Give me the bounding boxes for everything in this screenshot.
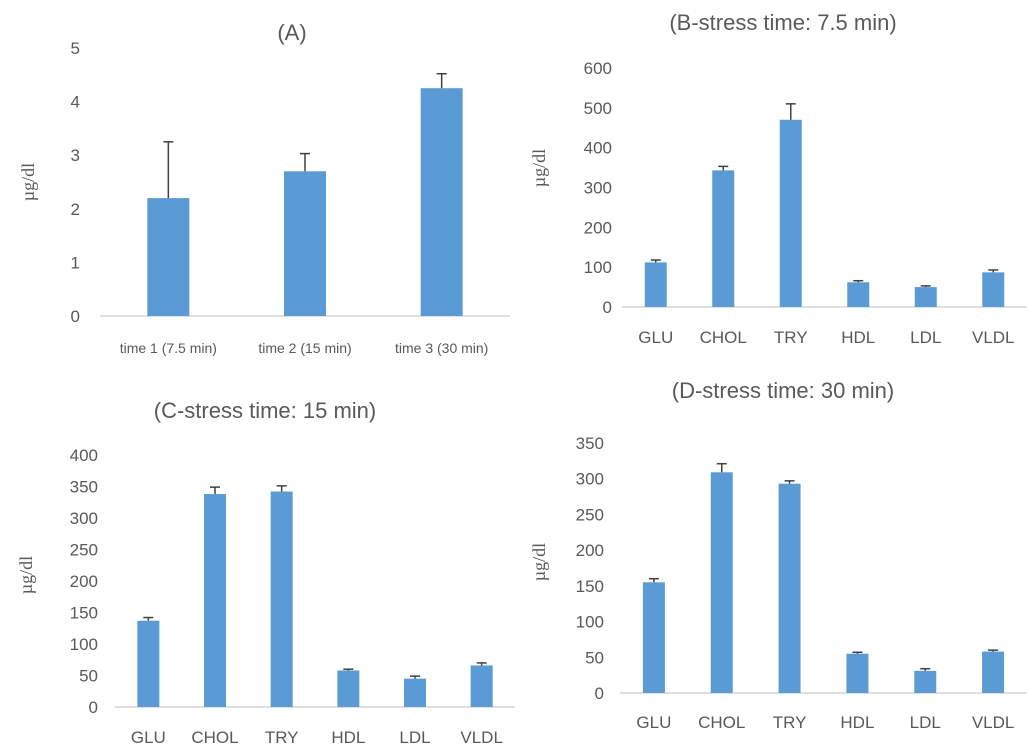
- category-label: GLU: [131, 728, 166, 747]
- y-tick-label: 150: [576, 577, 604, 596]
- y-tick-label: 400: [584, 139, 612, 158]
- category-label: VLDL: [460, 728, 503, 747]
- y-axis-label: µg/dl: [529, 149, 549, 187]
- bar: [779, 119, 802, 308]
- y-tick-label: 500: [584, 99, 612, 118]
- category-label: HDL: [331, 728, 365, 747]
- category-label: TRY: [774, 328, 808, 347]
- y-axis-label: µg/dl: [529, 543, 549, 581]
- y-tick-label: 300: [584, 179, 612, 198]
- y-tick-label: 600: [584, 59, 612, 78]
- bar: [470, 665, 493, 707]
- bar: [270, 491, 293, 707]
- category-label: LDL: [399, 728, 430, 747]
- category-label: time 1 (7.5 min): [120, 340, 217, 356]
- y-tick-label: 350: [576, 434, 604, 453]
- category-label: TRY: [773, 713, 807, 732]
- y-tick-label: 0: [603, 298, 612, 317]
- bar: [914, 670, 937, 693]
- y-tick-label: 350: [70, 478, 98, 497]
- y-tick-label: 4: [71, 93, 80, 112]
- y-tick-label: 200: [576, 541, 604, 560]
- y-tick-label: 5: [71, 39, 80, 58]
- bar: [712, 170, 735, 307]
- y-tick-label: 250: [70, 541, 98, 560]
- category-label: HDL: [841, 328, 875, 347]
- category-label: LDL: [910, 328, 941, 347]
- chart-title: (D-stress time: 30 min): [672, 378, 894, 403]
- y-tick-label: 150: [70, 604, 98, 623]
- category-label: VLDL: [972, 328, 1015, 347]
- category-label: GLU: [638, 328, 673, 347]
- bar: [847, 282, 870, 307]
- category-label: CHOL: [191, 728, 238, 747]
- y-axis-label: µg/dl: [18, 163, 38, 201]
- bar: [778, 483, 801, 693]
- category-label: time 3 (30 min): [395, 340, 488, 356]
- bar: [642, 582, 665, 693]
- category-label: GLU: [636, 713, 671, 732]
- bar: [710, 472, 733, 693]
- bar: [404, 678, 426, 707]
- category-label: time 2 (15 min): [258, 340, 351, 356]
- y-tick-label: 300: [70, 509, 98, 528]
- chart-title: (B-stress time: 7.5 min): [669, 10, 896, 35]
- category-label: VLDL: [972, 713, 1015, 732]
- bar: [846, 653, 869, 693]
- y-tick-label: 100: [584, 258, 612, 277]
- chart-b: (B-stress time: 7.5 min) µg/dl 0 100 200 300 4…: [529, 10, 1027, 347]
- bar: [147, 198, 190, 316]
- y-tick-label: 2: [71, 200, 80, 219]
- y-tick-label: 100: [576, 613, 604, 632]
- chart-a: (A) µg/dl 0 1 2 3 4 5 time 1 (7.5 min) time 2 (15…: [18, 20, 510, 356]
- y-tick-label: 100: [70, 635, 98, 654]
- y-tick-label: 0: [71, 307, 80, 326]
- y-tick-label: 400: [70, 446, 98, 465]
- chart-title: (C-stress time: 15 min): [154, 398, 376, 423]
- chart-c: (C-stress time: 15 min) µg/dl 0 50 100 150 200…: [16, 398, 515, 747]
- y-tick-label: 200: [584, 218, 612, 237]
- bar: [337, 670, 360, 707]
- y-tick-label: 50: [79, 667, 98, 686]
- bar: [914, 287, 937, 307]
- bar: [644, 262, 667, 307]
- category-label: HDL: [840, 713, 874, 732]
- bar: [982, 651, 1005, 693]
- y-tick-label: 250: [576, 505, 604, 524]
- y-tick-label: 200: [70, 572, 98, 591]
- chart-d: (D-stress time: 30 min) µg/dl 0 50 100 150 200…: [529, 378, 1027, 732]
- category-label: CHOL: [698, 713, 745, 732]
- y-tick-label: 1: [71, 253, 80, 272]
- y-tick-label: 0: [89, 698, 98, 717]
- category-label: LDL: [910, 713, 941, 732]
- y-tick-label: 3: [71, 146, 80, 165]
- bar: [204, 494, 226, 707]
- y-tick-label: 300: [576, 470, 604, 489]
- bar: [137, 620, 160, 707]
- bar: [284, 171, 326, 316]
- category-label: CHOL: [700, 328, 747, 347]
- category-label: TRY: [265, 728, 299, 747]
- bar: [420, 88, 463, 316]
- chart-title: (A): [277, 20, 306, 45]
- y-axis-label: µg/dl: [16, 556, 36, 594]
- y-tick-label: 50: [585, 648, 604, 667]
- bar: [982, 272, 1005, 307]
- y-tick-label: 0: [595, 684, 604, 703]
